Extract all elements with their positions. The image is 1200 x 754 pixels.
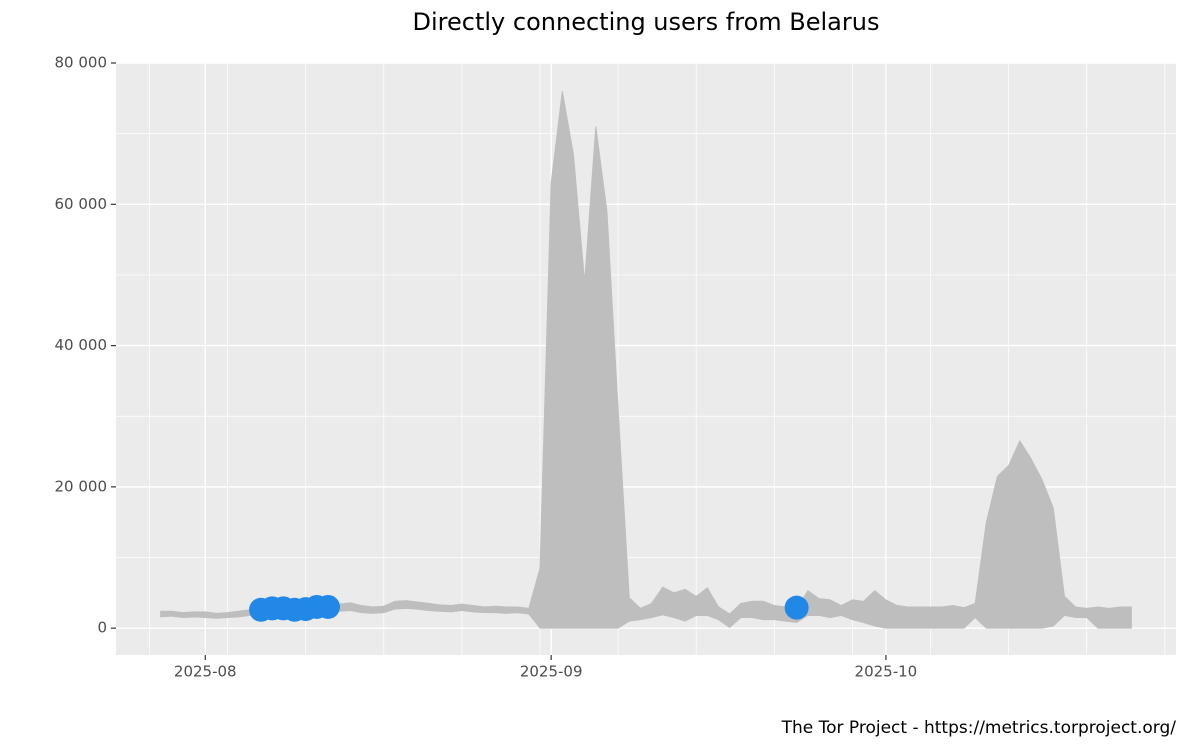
caption: The Tor Project - https://metrics.torpro…	[781, 718, 1177, 738]
y-tick-label: 40 000	[55, 336, 108, 354]
x-tick-label: 2025-09	[520, 663, 583, 681]
event-point	[784, 595, 809, 620]
y-tick-label: 80 000	[55, 54, 108, 72]
expected-range	[160, 91, 1132, 629]
y-tick-label: 0	[97, 619, 107, 637]
x-tick-label: 2025-10	[855, 663, 918, 681]
y-tick-label: 60 000	[55, 195, 108, 213]
y-tick-label: 20 000	[55, 477, 108, 495]
x-tick-label: 2025-08	[174, 663, 237, 681]
chart-title: Directly connecting users from Belarus	[413, 8, 880, 36]
event-point	[316, 594, 340, 619]
